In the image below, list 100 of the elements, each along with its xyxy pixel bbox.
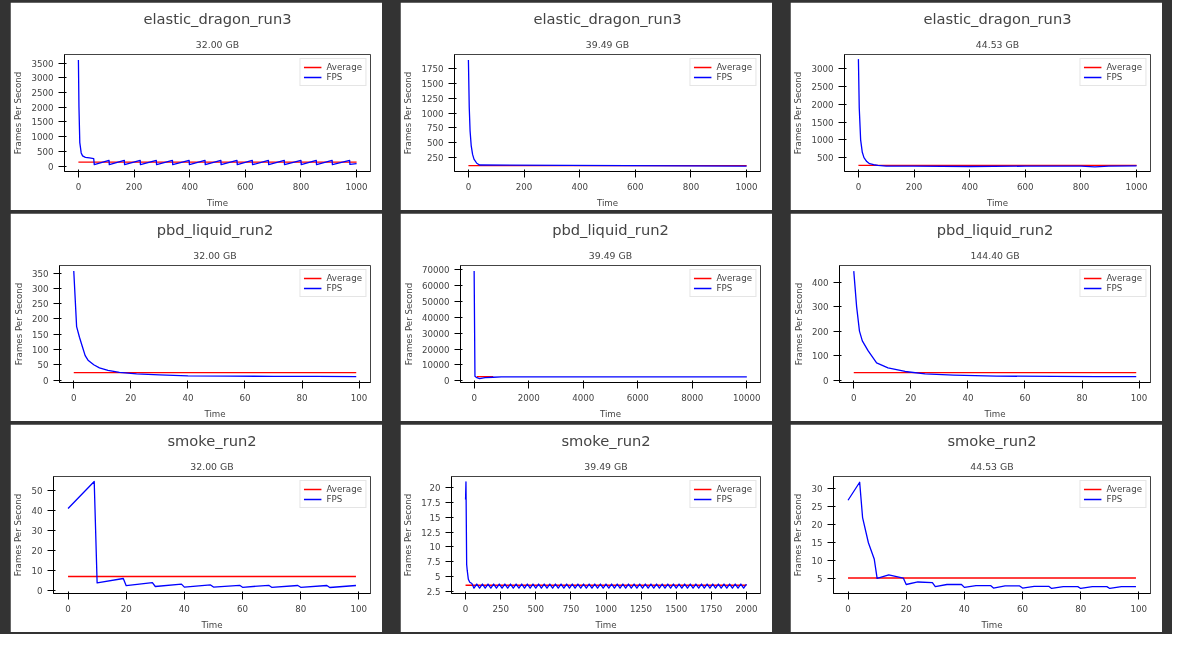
x-tick-label: 40 — [182, 392, 194, 403]
x-tick-label: 80 — [296, 392, 308, 403]
y-tick-label: 20 — [811, 520, 823, 531]
x-tick-label: 100 — [350, 603, 368, 614]
y-tick-label: 40 — [31, 506, 43, 516]
y-tick-label: 400 — [811, 277, 829, 288]
x-tick-label: 0 — [65, 603, 71, 614]
x-axis-title: Time — [595, 197, 619, 208]
y-axis-title: Frames Per Second — [13, 71, 24, 155]
chart-title: pbd_liquid_run2 — [156, 220, 274, 238]
y-tick-label: 1500 — [421, 79, 444, 90]
y-tick-label: 1500 — [31, 117, 54, 128]
legend-label: FPS — [1106, 494, 1124, 504]
y-tick-label: 5 — [816, 574, 823, 585]
legend-label: Average — [326, 62, 362, 72]
chart-subtitle: 39.49 GB — [588, 249, 633, 261]
y-tick-label: 0 — [47, 161, 54, 172]
y-tick-label: 30 — [811, 484, 823, 495]
x-tick-label: 400 — [181, 181, 198, 192]
x-tick-label: 0 — [71, 392, 77, 403]
y-tick-label: 0 — [822, 375, 829, 386]
legend-label: FPS — [1106, 283, 1124, 293]
chart-title: pbd_liquid_run2 — [552, 220, 669, 238]
y-tick-label: 500 — [426, 138, 444, 149]
x-tick-label: 1250 — [630, 603, 653, 614]
x-tick-label: 40 — [962, 392, 974, 403]
y-axis-title: Frames Per Second — [403, 71, 414, 155]
x-tick-label: 400 — [961, 181, 978, 192]
x-tick-label: 6000 — [626, 392, 649, 403]
x-tick-label: 1000 — [735, 181, 758, 192]
x-tick-label: 200 — [125, 181, 143, 192]
chart-subtitle: 32.00 GB — [190, 460, 234, 472]
chart-subtitle: 44.53 GB — [970, 460, 1014, 472]
x-tick-label: 800 — [682, 181, 700, 192]
chart-title: elastic_dragon_run3 — [923, 9, 1072, 27]
y-tick-label: 3500 — [31, 58, 54, 69]
x-tick-label: 0 — [851, 392, 857, 403]
y-axis-title: Frames Per Second — [13, 282, 24, 366]
x-tick-label: 0 — [845, 603, 851, 614]
y-tick-label: 25 — [811, 502, 823, 513]
y-axis-title: Frames Per Second — [403, 282, 414, 366]
y-tick-label: 1000 — [31, 132, 54, 143]
chart-title: smoke_run2 — [947, 431, 1037, 449]
x-tick-label: 250 — [492, 603, 509, 614]
legend-label: Average — [1106, 484, 1142, 494]
y-axis-title: Frames Per Second — [13, 493, 24, 577]
y-tick-label: 20 — [31, 546, 43, 556]
y-tick-label: 10 — [429, 542, 441, 553]
x-tick-label: 0 — [471, 392, 477, 403]
x-tick-label: 40 — [958, 603, 970, 614]
chart-title: elastic_dragon_run3 — [143, 9, 292, 27]
x-tick-label: 2000 — [517, 392, 540, 403]
y-tick-label: 17.5 — [421, 498, 441, 508]
x-tick-label: 20 — [125, 392, 137, 403]
legend-label: FPS — [716, 494, 734, 504]
y-tick-label: 50 — [37, 360, 49, 371]
x-tick-label: 80 — [295, 603, 307, 614]
y-tick-label: 2000 — [811, 99, 834, 110]
y-tick-label: 0 — [42, 375, 49, 386]
x-tick-label: 40 — [178, 603, 190, 614]
x-tick-label: 2000 — [735, 603, 758, 614]
chart-title: smoke_run2 — [167, 431, 257, 449]
x-tick-label: 500 — [527, 603, 545, 614]
x-tick-label: 1000 — [594, 603, 618, 614]
legend-label: FPS — [326, 72, 344, 82]
y-tick-label: 15 — [811, 538, 823, 549]
x-tick-label: 200 — [905, 181, 923, 192]
y-tick-label: 1000 — [421, 108, 444, 119]
x-tick-label: 0 — [462, 603, 469, 614]
y-tick-label: 200 — [31, 314, 49, 325]
y-tick-label: 30 — [31, 526, 43, 536]
y-tick-label: 7.5 — [426, 557, 441, 568]
y-tick-label: 12.5 — [421, 527, 441, 538]
y-tick-label: 250 — [31, 299, 49, 310]
x-tick-label: 60 — [1019, 392, 1031, 403]
x-axis-title: Time — [598, 408, 622, 419]
y-tick-label: 2500 — [811, 82, 834, 93]
chart-subtitle: 32.00 GB — [195, 38, 240, 50]
legend-label: Average — [1106, 273, 1142, 283]
y-tick-label: 5 — [434, 571, 441, 582]
y-tick-label: 100 — [31, 345, 49, 356]
chart-subtitle: 32.00 GB — [193, 249, 237, 261]
y-tick-label: 500 — [816, 153, 834, 164]
y-axis-title: Frames Per Second — [403, 493, 414, 577]
x-tick-label: 0 — [75, 181, 82, 192]
y-tick-label: 100 — [811, 351, 829, 362]
y-tick-label: 30000 — [421, 328, 450, 339]
y-tick-label: 20000 — [421, 344, 450, 355]
y-tick-label: 15 — [429, 512, 441, 523]
y-tick-label: 70000 — [421, 264, 450, 275]
x-tick-label: 800 — [292, 181, 310, 192]
chart-subtitle: 44.53 GB — [975, 38, 1020, 50]
x-tick-label: 1500 — [665, 603, 688, 614]
x-tick-label: 60 — [237, 603, 249, 614]
y-tick-label: 10 — [811, 556, 823, 567]
y-tick-label: 0 — [443, 376, 450, 387]
y-tick-label: 40000 — [421, 312, 450, 323]
chart-title: smoke_run2 — [561, 431, 651, 449]
y-tick-label: 50 — [31, 486, 43, 496]
chart-title: pbd_liquid_run2 — [936, 220, 1054, 238]
